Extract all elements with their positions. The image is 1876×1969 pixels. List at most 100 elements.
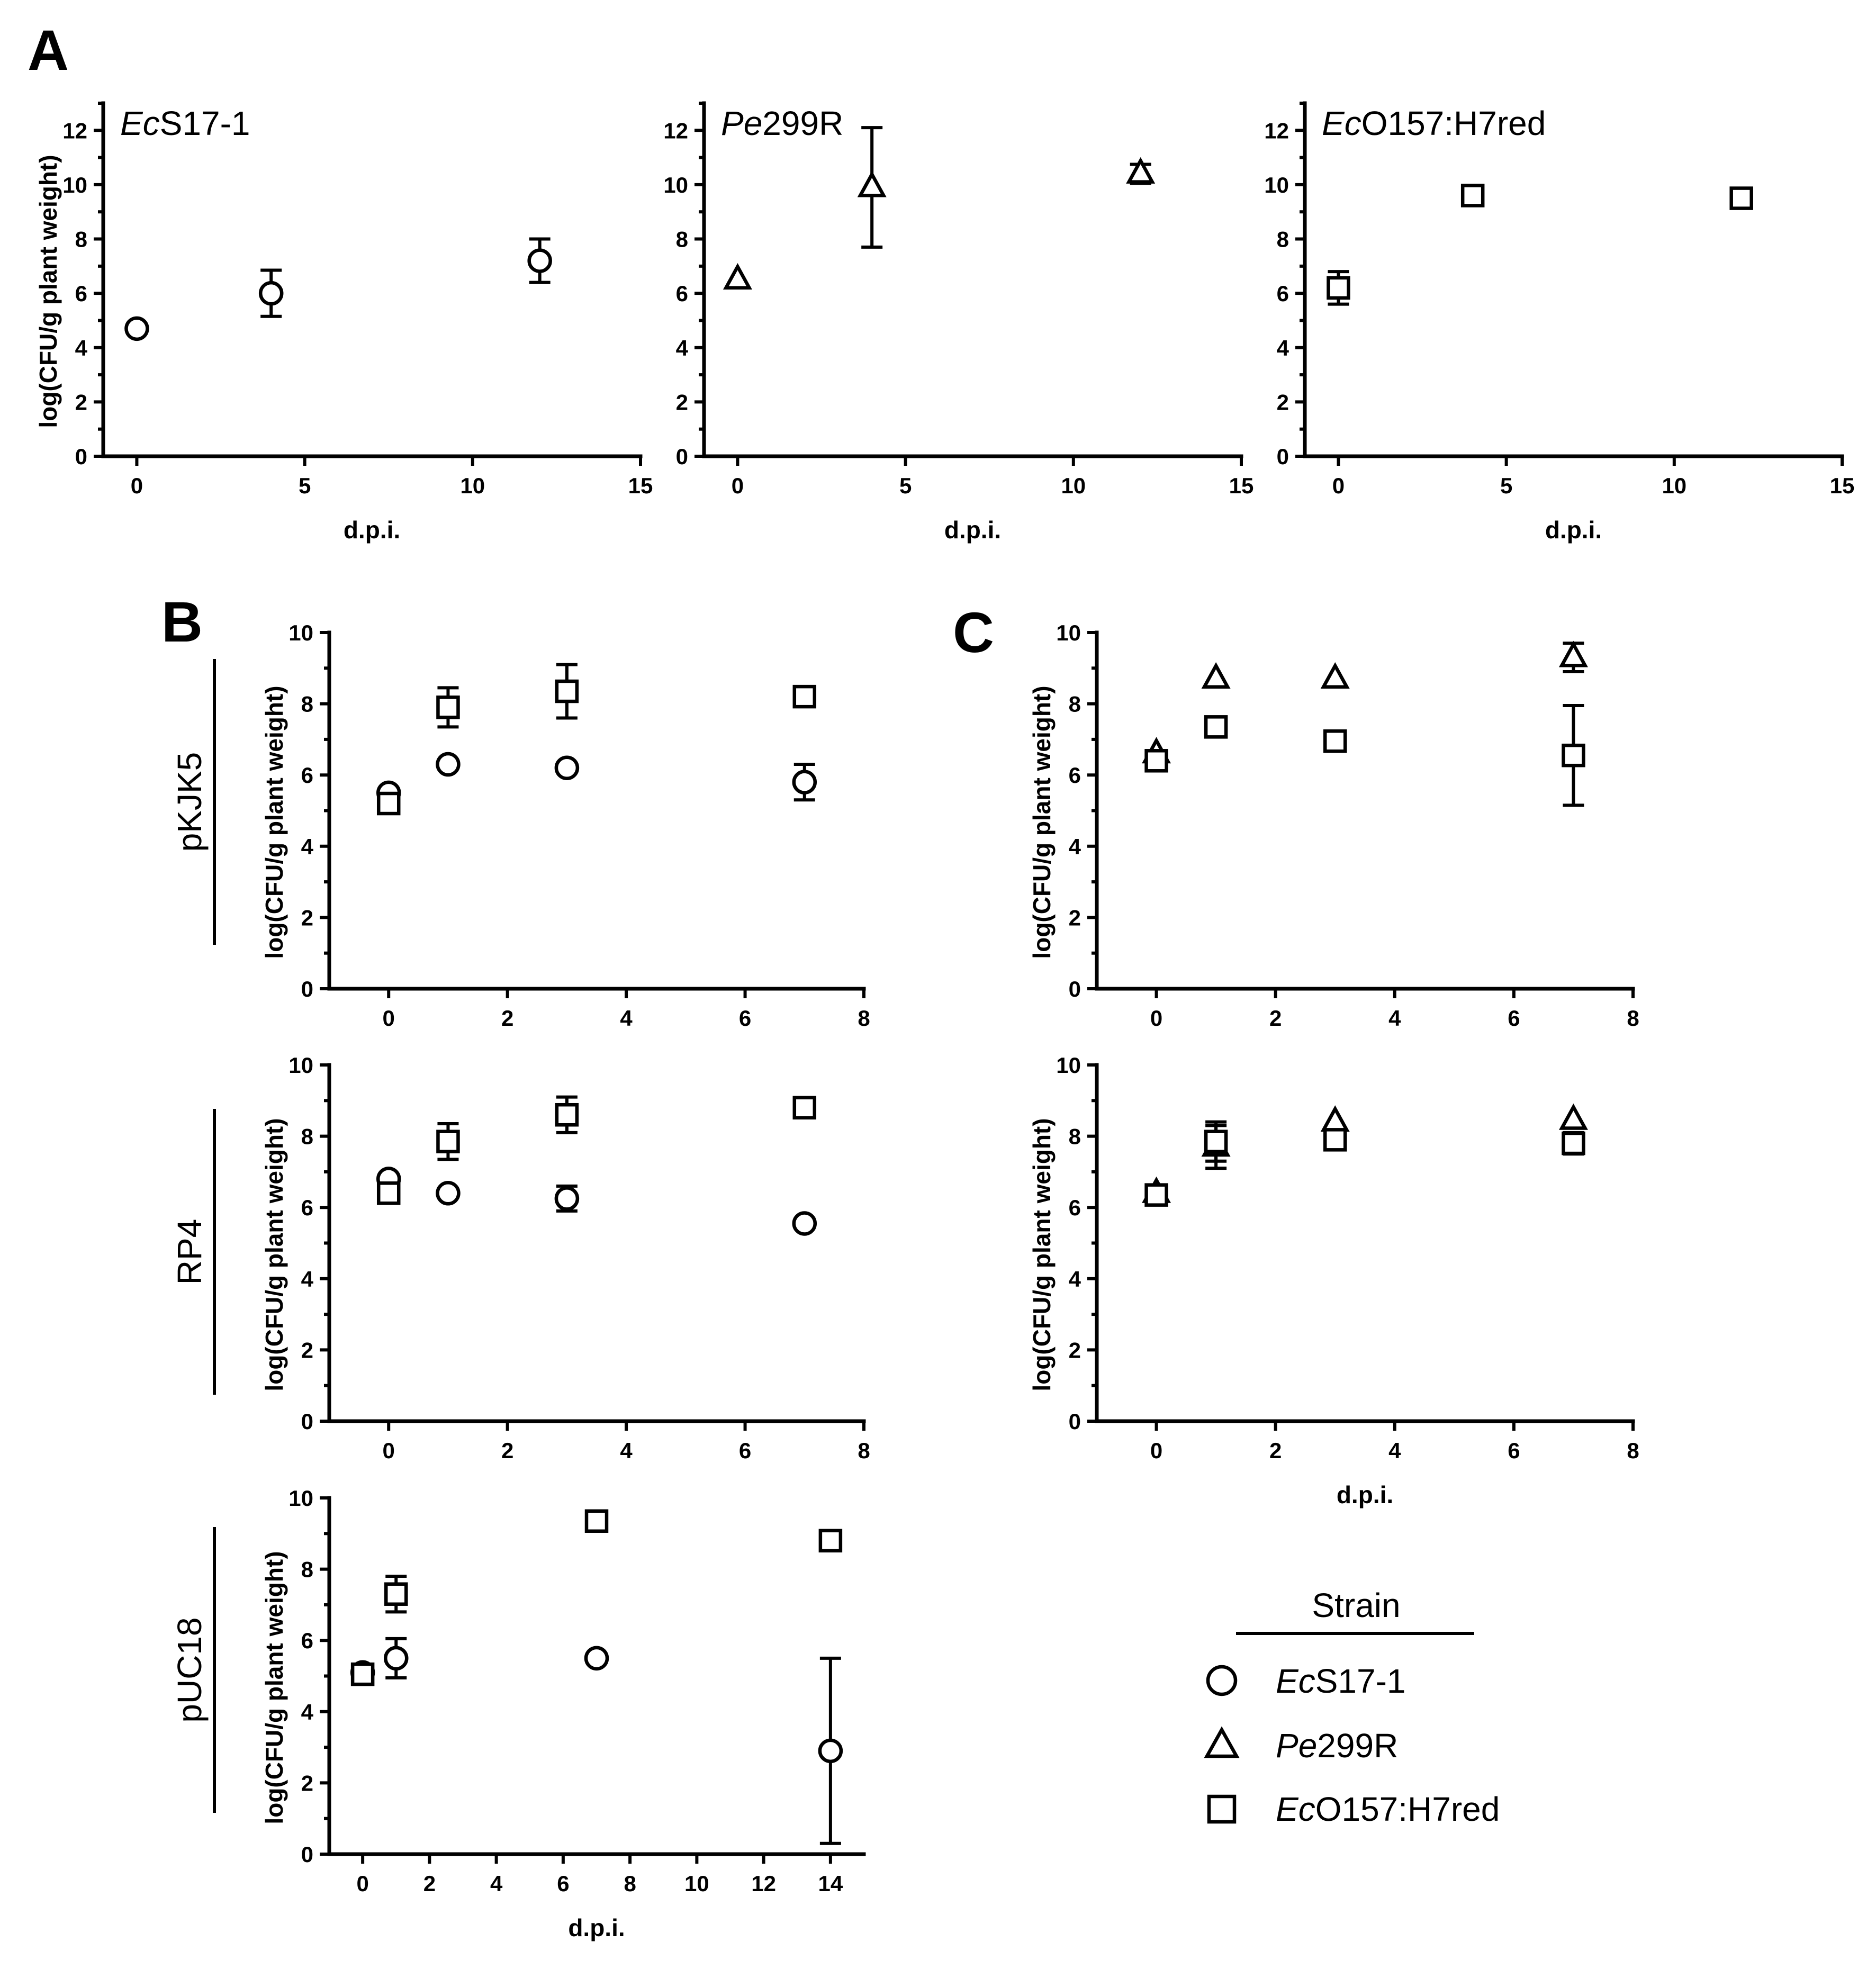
x-tick-label: 2 — [501, 1006, 513, 1031]
data-point-square — [1327, 276, 1350, 300]
y-tick-label: 10 — [663, 173, 688, 197]
x-tick-label: 10 — [1662, 473, 1686, 498]
row-label-rp4: RP4 — [170, 1219, 209, 1285]
chart-c1: 0 2 4 6 8 10 0 2 4 6 8 log(CFU/g plant weight) — [1028, 620, 1639, 1031]
chart-title-rest: S17-1 — [160, 104, 250, 142]
chart-title-rest: 299R — [762, 104, 843, 142]
x-tick-label: 12 — [751, 1871, 776, 1896]
y-axis-title: log(CFU/g plant weight) — [1028, 685, 1056, 959]
y-tick-label: 2 — [75, 390, 87, 414]
chart-b2: 0 2 4 6 8 10 0 2 4 6 8 log(CFU/g plant weight) — [260, 1053, 870, 1463]
row-label-puc18: pUC18 — [170, 1617, 209, 1722]
data-point-square — [1460, 184, 1485, 207]
y-tick-label: 4 — [1277, 336, 1289, 360]
data-point-square — [1144, 1183, 1168, 1207]
series-square — [1327, 184, 1753, 306]
data-point-triangle — [1558, 640, 1588, 667]
data-point-circle — [554, 755, 580, 780]
data-point-circle — [258, 281, 284, 306]
data-point-circle — [818, 1738, 843, 1764]
legend-entry-pe299r: Pe299R — [1276, 1727, 1398, 1765]
legend-entry-ec-s17-1-prefix: Ec — [1276, 1662, 1315, 1700]
data-point-square — [436, 1130, 460, 1153]
y-tick-label: 6 — [1069, 1195, 1081, 1220]
x-tick-label: 5 — [1500, 473, 1512, 498]
chart-title: EcS17-1 — [120, 104, 250, 142]
legend-title: Strain — [1312, 1586, 1400, 1624]
legend: Strain EcS17-1 Pe299R EcO157:H7red — [1204, 1586, 1500, 1828]
data-point-square — [584, 1509, 609, 1533]
y-tick-label: 0 — [301, 1409, 313, 1434]
y-tick-label: 10 — [1056, 620, 1081, 645]
series-circle — [376, 1167, 817, 1236]
y-tick-label: 10 — [288, 620, 313, 645]
y-tick-label: 0 — [301, 977, 313, 1001]
x-tick-label: 4 — [620, 1006, 633, 1031]
legend-entry-pe299r-rest: 299R — [1317, 1727, 1398, 1765]
series-circle — [124, 237, 552, 341]
x-tick-label: 2 — [501, 1438, 513, 1463]
data-point-square — [1562, 1131, 1585, 1155]
chart-title: Pe299R — [721, 104, 843, 142]
x-axis-title: d.p.i. — [344, 516, 400, 544]
series-square — [376, 1095, 817, 1205]
data-point-triangle — [723, 263, 752, 290]
data-point-square — [1562, 743, 1585, 767]
data-point-circle — [792, 1211, 817, 1236]
data-point-circle — [384, 1646, 409, 1671]
panel-label-a: A — [28, 18, 69, 82]
x-tick-label: 0 — [131, 473, 143, 498]
data-point-square — [555, 679, 579, 703]
chart-title: EcO157:H7red — [1322, 104, 1546, 142]
chart-b3: 0 2 4 6 8 10 0 2 4 6 8 10 12 14 log(CFU/g plant weight… — [260, 1486, 866, 1941]
data-point-circle — [436, 1181, 461, 1206]
y-tick-label: 4 — [301, 1700, 314, 1724]
y-tick-label: 2 — [676, 390, 688, 414]
x-tick-label: 10 — [1061, 473, 1086, 498]
y-tick-label: 0 — [676, 444, 688, 469]
chart-title-prefix: Ec — [120, 104, 160, 142]
x-tick-label: 8 — [1627, 1006, 1639, 1031]
legend-entry-ec-s17-1-rest: S17-1 — [1315, 1662, 1406, 1700]
data-point-square — [1729, 186, 1753, 210]
y-tick-label: 0 — [75, 444, 87, 469]
x-tick-label: 6 — [739, 1438, 751, 1463]
x-axis-title: d.p.i. — [568, 1914, 625, 1941]
data-point-square — [1204, 1130, 1228, 1153]
data-point-square — [1204, 715, 1228, 739]
data-point-square — [792, 1096, 817, 1120]
x-tick-label: 6 — [739, 1006, 751, 1031]
data-point-circle — [554, 1186, 580, 1211]
series-circle — [350, 1637, 843, 1845]
x-tick-label: 10 — [460, 473, 485, 498]
y-tick-label: 4 — [301, 834, 314, 859]
legend-square-icon — [1207, 1794, 1237, 1824]
x-tick-label: 2 — [1269, 1438, 1282, 1463]
y-tick-label: 12 — [62, 118, 87, 143]
y-tick-label: 2 — [301, 905, 313, 930]
series-triangle — [723, 126, 1156, 290]
data-point-square — [555, 1103, 579, 1127]
y-tick-label: 2 — [1277, 390, 1289, 414]
y-tick-label: 6 — [75, 281, 87, 306]
y-tick-label: 4 — [676, 336, 689, 360]
y-tick-label: 4 — [301, 1267, 314, 1291]
y-tick-label: 10 — [1264, 173, 1289, 197]
chart-title-rest: O157:H7red — [1361, 104, 1546, 142]
x-tick-label: 14 — [818, 1871, 843, 1896]
y-tick-label: 8 — [301, 1557, 313, 1582]
data-point-square — [350, 1662, 375, 1686]
y-tick-label: 6 — [301, 763, 313, 788]
data-point-triangle — [857, 170, 887, 197]
x-tick-label: 0 — [383, 1438, 395, 1463]
y-tick-label: 0 — [1069, 1409, 1081, 1434]
y-axis-title: log(CFU/g plant weight) — [1028, 1118, 1056, 1391]
y-tick-label: 6 — [1069, 763, 1081, 788]
panel-label-b: B — [161, 590, 203, 654]
x-tick-label: 6 — [1508, 1006, 1520, 1031]
data-point-square — [376, 791, 401, 816]
y-axis-title: log(CFU/g plant weight) — [260, 1118, 288, 1391]
legend-entry-ec-s17-1: EcS17-1 — [1276, 1662, 1405, 1700]
x-axis-title: d.p.i. — [944, 516, 1001, 544]
x-tick-label: 4 — [620, 1438, 633, 1463]
